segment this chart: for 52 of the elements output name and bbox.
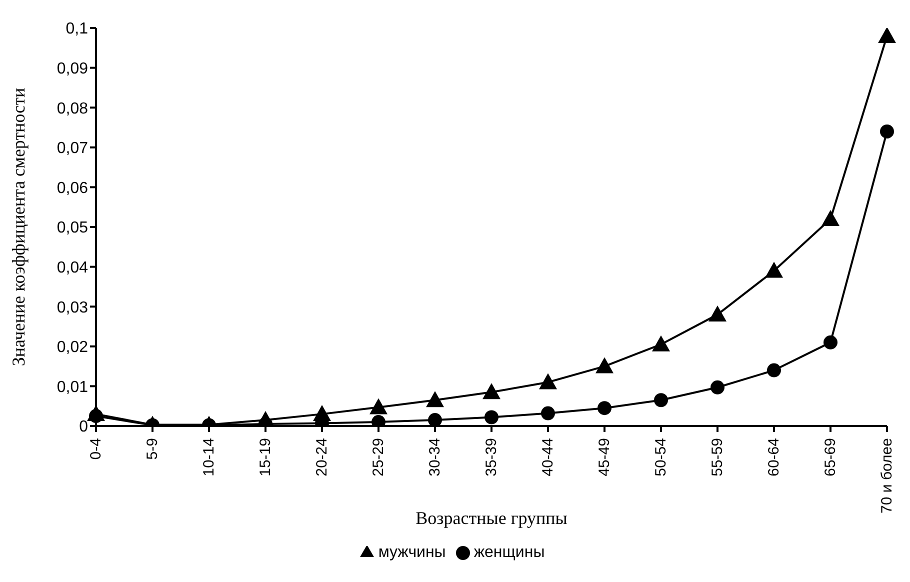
x-tick-label: 10-14 <box>200 438 218 476</box>
x-axis-title: Возрастные группы <box>416 508 568 528</box>
x-tick-label: 55-59 <box>709 438 726 476</box>
x-tick-label: 60-64 <box>766 438 782 476</box>
point <box>822 210 840 226</box>
x-tick-label: 70 и более <box>878 438 896 514</box>
y-tick-label: 0,07 <box>56 140 88 158</box>
x-tick-label: 0-4 <box>88 438 104 460</box>
point <box>654 393 668 408</box>
x-tick-label: 15-19 <box>257 438 274 476</box>
y-tick-label: 0,09 <box>56 60 88 78</box>
y-tick-label: 0,04 <box>56 259 88 276</box>
point <box>765 262 783 278</box>
y-tick-label: 0,1 <box>66 20 88 38</box>
point <box>428 413 442 426</box>
x-tick-label: 5-9 <box>144 438 161 460</box>
y-tick-label: 0 <box>79 418 88 436</box>
legend-label: мужчины <box>378 544 446 561</box>
y-tick-label: 0,02 <box>56 339 88 356</box>
x-tick-label: 50-54 <box>652 438 670 476</box>
point <box>710 380 724 394</box>
legend-label: женщины <box>474 544 545 561</box>
point <box>596 357 614 374</box>
x-tick-label: 40-44 <box>540 438 556 476</box>
y-axis-title: Значение коэффициента смертности <box>8 88 28 366</box>
point <box>880 124 894 138</box>
point <box>541 406 555 420</box>
point <box>767 363 781 378</box>
point <box>708 306 726 322</box>
x-tick-label: 35-39 <box>483 438 500 476</box>
point <box>539 373 557 390</box>
x-tick-label: 25-29 <box>370 438 387 476</box>
point <box>313 405 331 422</box>
point <box>426 391 444 408</box>
y-tick-label: 0,05 <box>56 220 88 237</box>
point <box>370 398 388 414</box>
point <box>824 335 838 350</box>
y-tick-label: 0,06 <box>56 180 88 197</box>
y-tick-label: 0,01 <box>56 378 88 396</box>
point <box>652 335 670 352</box>
x-tick-label: 20-24 <box>314 438 330 476</box>
y-tick-label: 0,08 <box>56 100 88 118</box>
point <box>878 28 896 43</box>
y-tick-label: 0,03 <box>56 299 88 316</box>
point <box>482 383 500 400</box>
point <box>87 405 105 422</box>
point <box>598 401 612 416</box>
x-tick-label: 45-49 <box>596 438 613 476</box>
point <box>256 411 274 426</box>
x-tick-label: 30-34 <box>426 438 444 476</box>
point <box>484 410 498 424</box>
x-tick-label: 65-69 <box>822 438 839 476</box>
